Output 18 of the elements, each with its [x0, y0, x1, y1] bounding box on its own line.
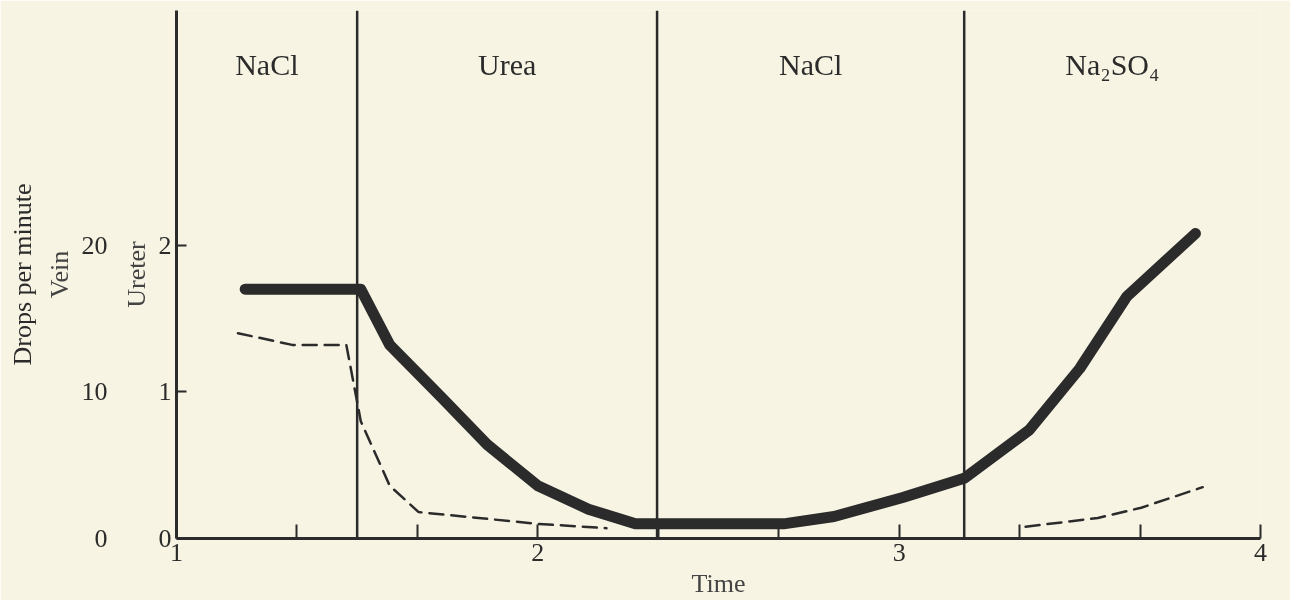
y2-tick-label: 2: [158, 230, 172, 260]
annotation: NaCl: [235, 47, 299, 81]
y-axis-title: Vein: [44, 250, 74, 299]
y-tick-label: 0: [94, 524, 108, 553]
x-tick-label: 2: [531, 537, 545, 567]
x-tick-label: 3: [892, 537, 906, 567]
x-tick-label: 4: [1254, 537, 1267, 567]
y-tick-label: 10: [81, 377, 108, 407]
y-tick-label: 20: [81, 230, 108, 260]
annotation: Urea: [477, 47, 537, 81]
text: Drops per minute: [7, 183, 37, 366]
x-axis-title: Time: [691, 568, 746, 598]
y2-axis-title: Ureter: [121, 240, 151, 308]
y2-tick-label: 1: [158, 377, 172, 407]
y2-tick-label: 0: [158, 524, 172, 553]
annotation: NaCl: [778, 47, 843, 81]
annotation: Na₂SO₄: [1065, 47, 1160, 81]
x-tick-label: 1: [170, 537, 183, 567]
